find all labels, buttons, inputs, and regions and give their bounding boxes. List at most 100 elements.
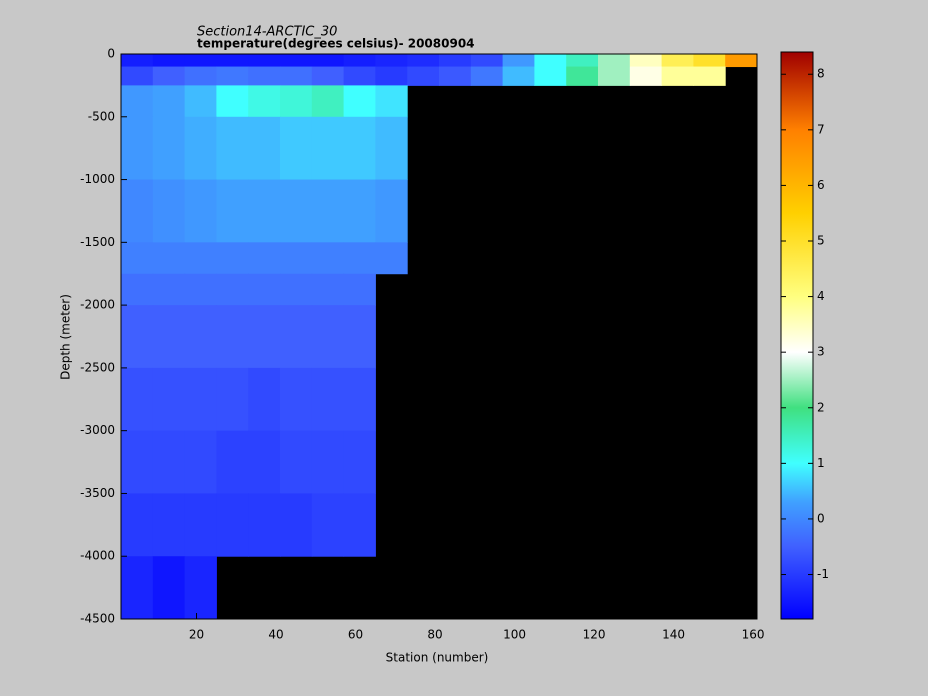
heat-cell xyxy=(216,493,249,557)
x-axis-label: Station (number) xyxy=(386,651,489,665)
heat-cell xyxy=(375,85,408,118)
heat-cell xyxy=(375,179,408,243)
y-tick-label: -2000 xyxy=(80,298,115,312)
heat-cell xyxy=(121,556,154,620)
heat-cell xyxy=(121,66,154,86)
heat-cell xyxy=(534,66,567,86)
heat-cell xyxy=(184,430,217,494)
heat-cell xyxy=(184,54,217,68)
heat-cell xyxy=(216,116,249,181)
heat-cell xyxy=(184,305,217,369)
heat-cell xyxy=(152,179,186,243)
x-tick-label: 100 xyxy=(503,628,526,642)
heat-cell xyxy=(598,66,631,86)
heat-cell xyxy=(152,273,186,306)
heat-cell xyxy=(343,430,376,494)
heat-cell xyxy=(311,273,345,306)
colorbar-tick-label: 0 xyxy=(817,511,825,525)
heat-cell xyxy=(439,66,472,86)
heat-cell xyxy=(470,66,504,86)
heat-cell xyxy=(121,116,154,181)
heat-cell xyxy=(152,430,186,494)
heat-cell xyxy=(343,85,376,118)
heat-cell xyxy=(439,54,472,68)
y-tick-label: -2500 xyxy=(80,360,115,374)
heat-cell xyxy=(311,66,345,86)
heat-cell xyxy=(216,85,249,118)
heat-cell xyxy=(121,242,154,275)
heat-cell xyxy=(566,66,599,86)
heat-cell xyxy=(121,305,154,369)
heat-cell xyxy=(375,242,408,275)
heat-cell xyxy=(280,54,313,68)
heat-cell xyxy=(216,430,249,494)
heat-cell xyxy=(629,66,663,86)
colorbar-tick-label: 2 xyxy=(817,400,825,414)
heat-cell xyxy=(184,556,217,620)
heat-cell xyxy=(311,85,345,118)
heat-cell xyxy=(343,66,376,86)
heat-cell xyxy=(248,242,281,275)
y-tick-label: -3500 xyxy=(80,486,115,500)
heat-cell xyxy=(311,116,345,181)
heat-cell xyxy=(216,242,249,275)
heat-cell xyxy=(375,66,408,86)
heat-cell xyxy=(184,273,217,306)
heat-cell xyxy=(280,493,313,557)
heat-cell xyxy=(248,367,281,432)
heat-cell xyxy=(280,367,313,432)
heat-cell xyxy=(280,305,313,369)
heat-cell xyxy=(280,116,313,181)
colorbar-tick-label: 4 xyxy=(817,289,825,303)
heat-cell xyxy=(693,54,726,68)
heat-cell xyxy=(725,54,758,68)
heat-cell xyxy=(280,179,313,243)
heat-cell xyxy=(375,54,408,68)
heat-cell xyxy=(311,305,345,369)
heat-cell xyxy=(343,493,376,557)
heat-cell xyxy=(629,54,663,68)
heat-cell xyxy=(184,242,217,275)
heat-cell xyxy=(343,179,376,243)
x-tick-label: 140 xyxy=(662,628,685,642)
heat-cell xyxy=(184,367,217,432)
heat-cell xyxy=(470,54,504,68)
heat-cell xyxy=(407,54,440,68)
heat-cell xyxy=(152,305,186,369)
heat-cell xyxy=(502,54,535,68)
heat-cell xyxy=(121,367,154,432)
heat-cell xyxy=(121,493,154,557)
colorbar-tick-label: 7 xyxy=(817,122,825,136)
y-tick-label: -1500 xyxy=(80,235,115,249)
heat-cell xyxy=(121,85,154,118)
heat-cell xyxy=(216,66,249,86)
heat-cell xyxy=(184,66,217,86)
heat-cell xyxy=(248,66,281,86)
heat-cell xyxy=(216,54,249,68)
heat-cell xyxy=(152,493,186,557)
heat-cell xyxy=(184,493,217,557)
y-tick-label: -4000 xyxy=(80,549,115,563)
heat-cell xyxy=(248,179,281,243)
heat-cell xyxy=(248,54,281,68)
heat-cell xyxy=(280,66,313,86)
heat-cell xyxy=(121,273,154,306)
heat-cell xyxy=(343,367,376,432)
heat-cell xyxy=(152,66,186,86)
colorbar-tick-label: 6 xyxy=(817,178,825,192)
heat-cell xyxy=(343,116,376,181)
heat-cell xyxy=(216,179,249,243)
x-tick-label: 120 xyxy=(583,628,606,642)
heat-cell xyxy=(311,54,345,68)
y-tick-label: -1000 xyxy=(80,172,115,186)
colorbar-tick-label: 1 xyxy=(817,456,825,470)
y-tick-label: -500 xyxy=(88,109,115,123)
heat-cell xyxy=(121,179,154,243)
heat-cell xyxy=(343,273,376,306)
heat-cell xyxy=(375,116,408,181)
heat-cell xyxy=(152,116,186,181)
heat-cell xyxy=(693,66,726,86)
heat-cell xyxy=(121,430,154,494)
y-axis-label: Depth (meter) xyxy=(59,294,73,380)
